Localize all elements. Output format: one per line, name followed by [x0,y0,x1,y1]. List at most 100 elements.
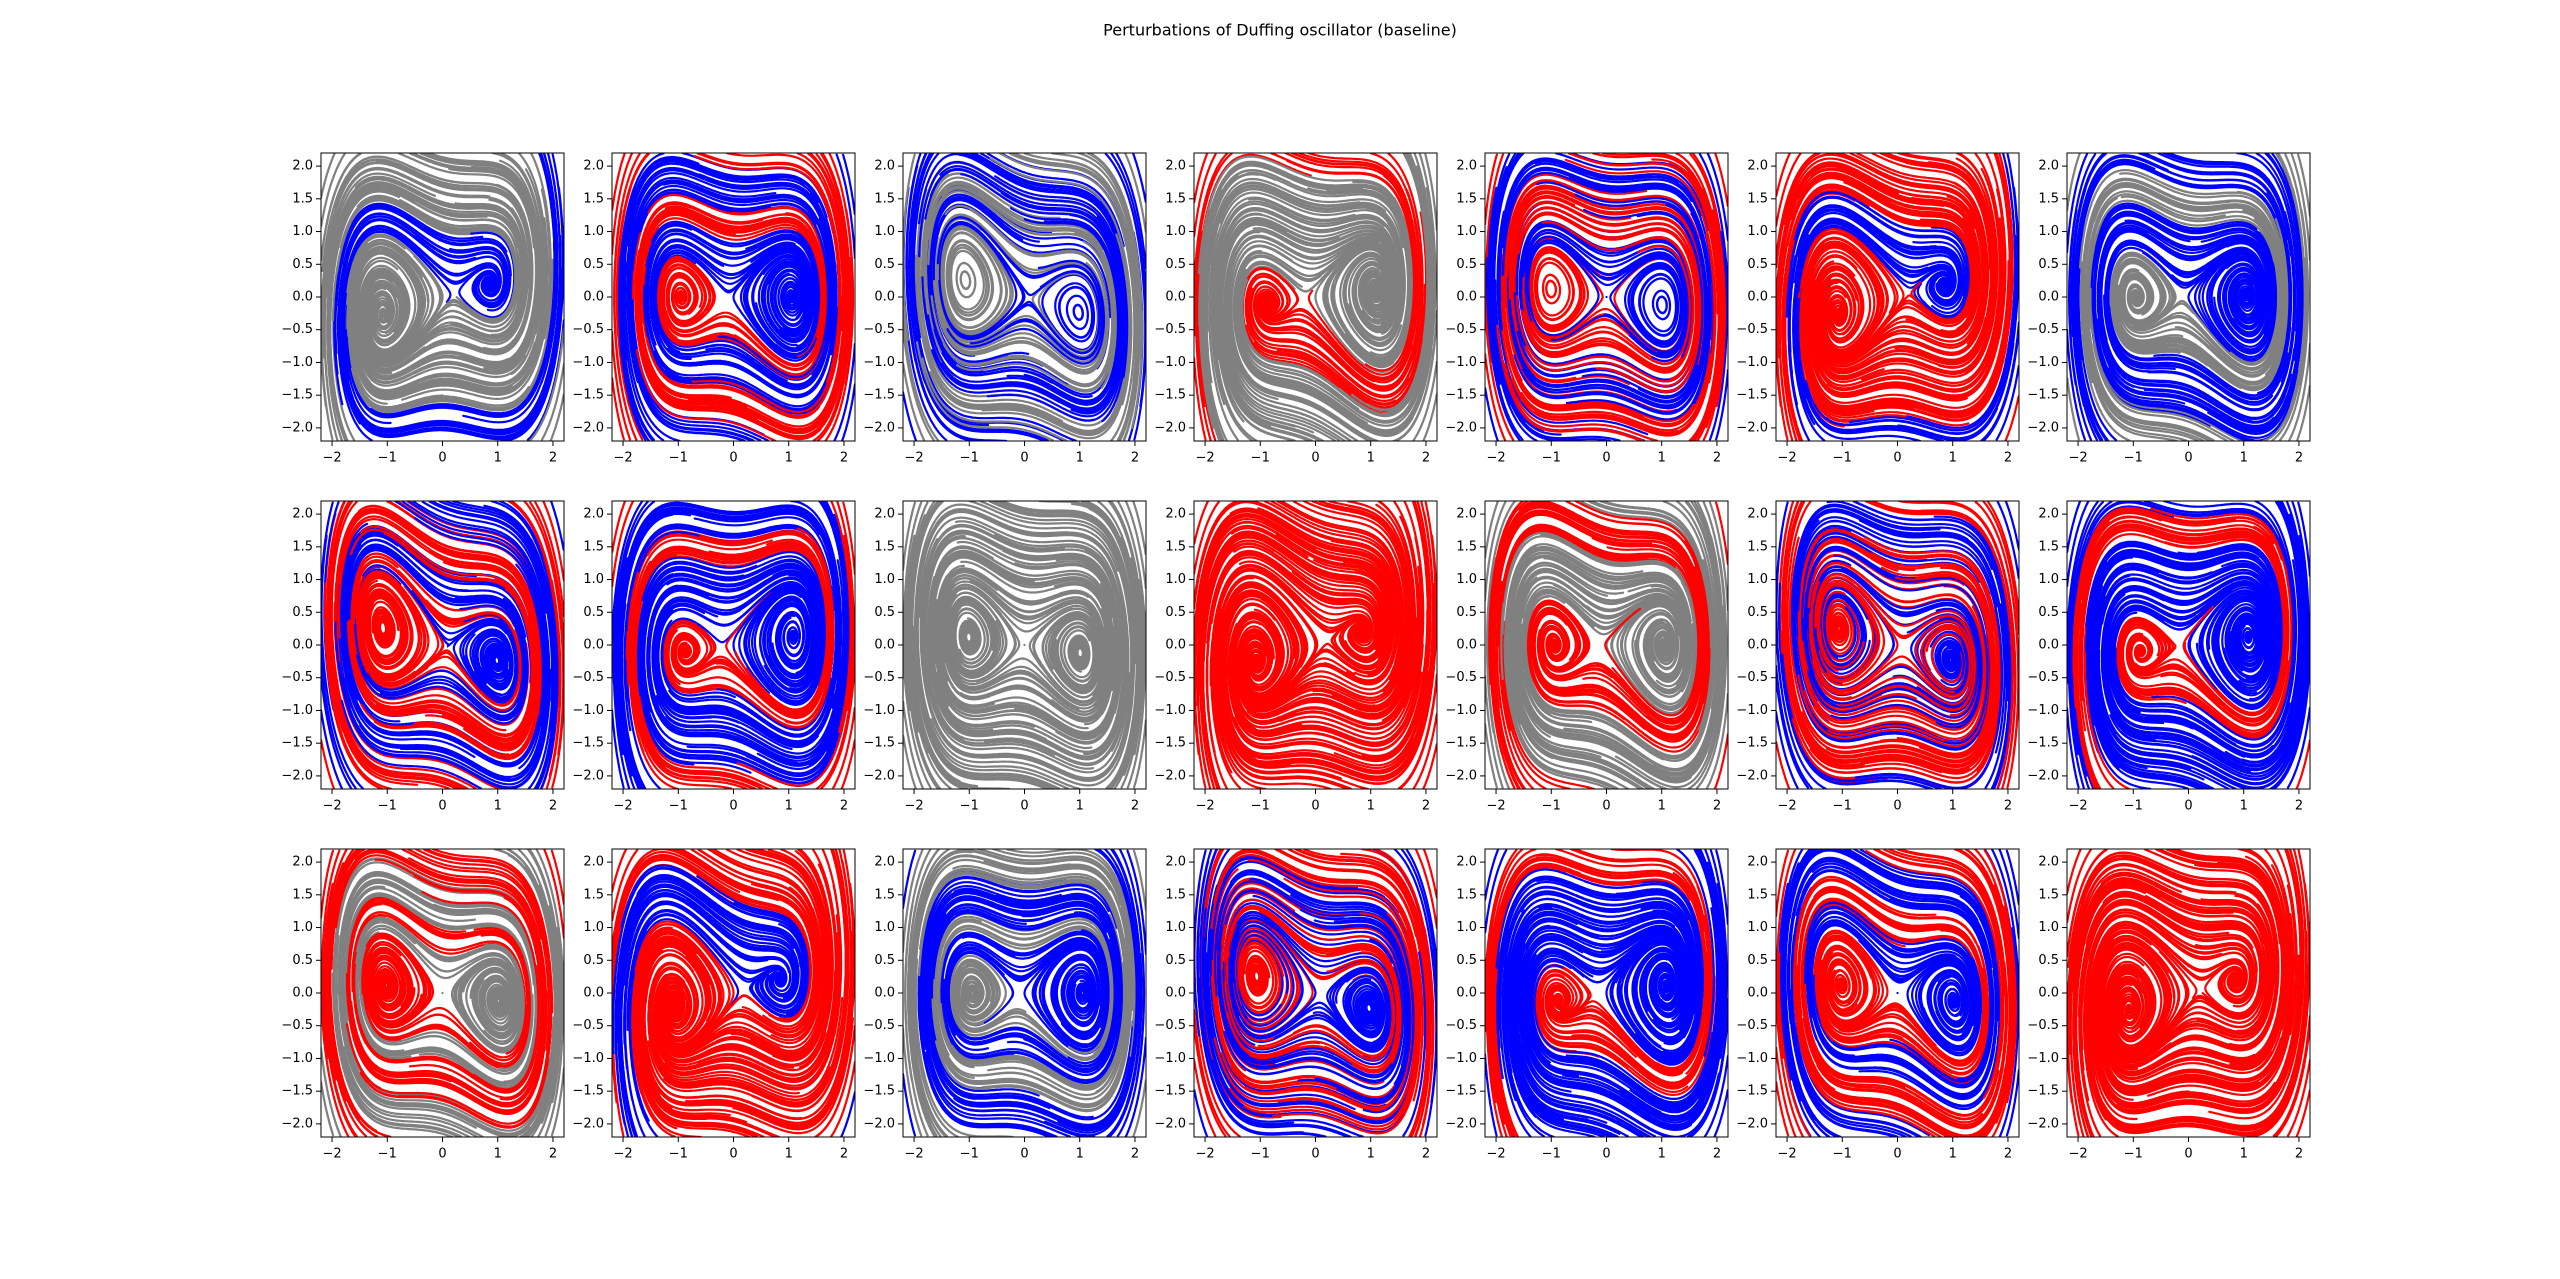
y-tick-label: 1.0 [1747,920,1768,935]
y-tick-label: 0.0 [874,638,895,653]
y-tick-label: 1.0 [1165,572,1186,587]
y-tick-label: 1.5 [874,191,895,206]
y-tick-label: −1.5 [1445,736,1477,751]
x-tick-label: −1 [960,799,979,814]
x-tick-label: 0 [1020,1147,1028,1162]
y-tick-label: −2.0 [1736,420,1768,435]
y-tick-label: −2.0 [572,1116,604,1131]
y-tick-label: 0.0 [1747,986,1768,1001]
y-tick-label: 2.0 [2038,855,2059,870]
streamline [1067,296,1088,329]
y-tick-label: −1.0 [1154,355,1186,370]
y-tick-label: 0.0 [1456,986,1477,1001]
y-tick-label: −1.0 [1736,703,1768,718]
y-tick-label: 1.0 [874,572,895,587]
x-tick-label: −1 [960,451,979,466]
y-tick-label: −0.5 [863,670,895,685]
streamlines [903,501,1146,789]
y-tick-label: −0.5 [1445,322,1477,337]
streamlines [1776,849,2019,1137]
y-tick-label: 1.5 [1747,887,1768,902]
x-tick-label: 0 [1893,451,1901,466]
y-tick-label: 0.0 [1165,638,1186,653]
streamline [1076,981,1088,1004]
y-tick-label: −0.5 [281,1018,313,1033]
streamline [960,618,981,654]
panel: −2 −1 0 1 2−2.0−1.5−1.0−0.50.00.51.01.52.0 [863,501,1146,814]
x-tick-label: 2 [1422,799,1430,814]
y-tick-label: −0.5 [572,1018,604,1033]
x-tick-label: −2 [613,1147,632,1162]
x-tick-label: −1 [1251,1147,1270,1162]
x-tick-label: −2 [322,1147,341,1162]
y-tick-label: −1.5 [1445,1084,1477,1099]
y-tick-label: 0.5 [2038,605,2059,620]
x-tick-label: 0 [1602,451,1610,466]
y-tick-label: 1.5 [1456,191,1477,206]
y-tick-label: 2.0 [874,507,895,522]
y-tick-label: 0.5 [1165,257,1186,272]
y-tick-label: −1.5 [572,1084,604,1099]
panel: −2 −1 0 1 2−2.0−1.5−1.0−0.50.00.51.01.52.0 [1154,501,1437,814]
x-tick-label: −1 [2124,799,2143,814]
y-tick-label: −1.0 [1736,1051,1768,1066]
streamlines [612,153,855,441]
y-tick-label: −2.0 [281,768,313,783]
y-tick-label: 1.0 [1165,920,1186,935]
y-tick-label: 0.5 [583,605,604,620]
y-tick-label: −1.0 [863,1051,895,1066]
x-tick-label: 2 [1131,1147,1139,1162]
streamline [1074,305,1083,320]
x-tick-label: −2 [2068,799,2087,814]
y-tick-label: 1.0 [2038,572,2059,587]
y-tick-label: 0.0 [583,638,604,653]
y-tick-label: −0.5 [1445,1018,1477,1033]
y-tick-label: −1.5 [2027,736,2059,751]
streamline [1251,965,1264,989]
streamline [2006,396,2019,440]
x-tick-label: −1 [378,451,397,466]
y-tick-label: −0.5 [2027,322,2059,337]
y-tick-label: 1.5 [1165,539,1186,554]
y-tick-label: −1.0 [1736,355,1768,370]
streamlines [1194,501,1437,789]
streamlines [1194,153,1437,441]
x-tick-label: 0 [1602,799,1610,814]
y-tick-label: 1.5 [292,191,313,206]
y-tick-label: −0.5 [1736,322,1768,337]
y-tick-label: −1.5 [572,736,604,751]
streamlines [2067,849,2310,1137]
x-tick-label: 1 [494,799,502,814]
y-tick-label: −0.5 [1445,670,1477,685]
panel: −2 −1 0 1 2−2.0−1.5−1.0−0.50.00.51.01.52.0 [863,849,1146,1162]
x-tick-label: −2 [1777,799,1796,814]
x-tick-label: 1 [1658,799,1666,814]
y-tick-label: 1.5 [1747,191,1768,206]
y-tick-label: −0.5 [572,322,604,337]
x-tick-label: −1 [378,799,397,814]
panel: −2 −1 0 1 2−2.0−1.5−1.0−0.50.00.51.01.52.0 [572,501,855,814]
y-tick-label: −1.0 [1445,703,1477,718]
y-tick-label: −2.0 [2027,1116,2059,1131]
figure-title: Perturbations of Duffing oscillator (bas… [1103,21,1457,40]
streamlines [1776,153,2019,441]
y-tick-label: −2.0 [863,1116,895,1131]
x-tick-label: −2 [613,451,632,466]
y-tick-label: −0.5 [1154,670,1186,685]
y-tick-label: 0.5 [874,605,895,620]
x-tick-label: 0 [1020,451,1028,466]
y-tick-label: 1.0 [292,572,313,587]
x-tick-label: −2 [904,799,923,814]
x-tick-label: 0 [1020,799,1028,814]
x-tick-label: 1 [1076,451,1084,466]
y-tick-label: −2.0 [1736,1116,1768,1131]
y-tick-label: 2.0 [1456,159,1477,174]
y-tick-label: −1.0 [572,355,604,370]
y-tick-label: 2.0 [874,159,895,174]
y-tick-label: 0.0 [1747,290,1768,305]
x-tick-label: 1 [494,1147,502,1162]
y-tick-label: −1.0 [572,1051,604,1066]
y-tick-label: 0.0 [292,638,313,653]
streamlines [1485,501,1728,789]
